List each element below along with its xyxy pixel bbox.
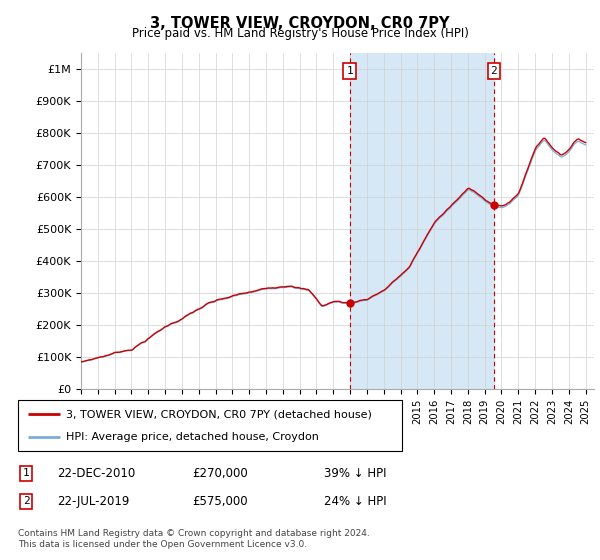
Text: 1: 1: [23, 468, 29, 478]
Text: £270,000: £270,000: [192, 466, 248, 480]
Text: 2: 2: [491, 66, 497, 76]
Text: 22-JUL-2019: 22-JUL-2019: [57, 494, 130, 508]
Text: £575,000: £575,000: [192, 494, 248, 508]
Text: HPI: Average price, detached house, Croydon: HPI: Average price, detached house, Croy…: [66, 432, 319, 442]
Text: 1: 1: [346, 66, 353, 76]
Text: 22-DEC-2010: 22-DEC-2010: [57, 466, 135, 480]
Text: 3, TOWER VIEW, CROYDON, CR0 7PY (detached house): 3, TOWER VIEW, CROYDON, CR0 7PY (detache…: [66, 409, 372, 419]
Text: 3, TOWER VIEW, CROYDON, CR0 7PY: 3, TOWER VIEW, CROYDON, CR0 7PY: [150, 16, 450, 31]
Text: 39% ↓ HPI: 39% ↓ HPI: [324, 466, 386, 480]
FancyBboxPatch shape: [18, 400, 402, 451]
Text: Contains HM Land Registry data © Crown copyright and database right 2024.
This d: Contains HM Land Registry data © Crown c…: [18, 529, 370, 549]
Text: 24% ↓ HPI: 24% ↓ HPI: [324, 494, 386, 508]
Text: 2: 2: [23, 496, 29, 506]
Text: Price paid vs. HM Land Registry's House Price Index (HPI): Price paid vs. HM Land Registry's House …: [131, 27, 469, 40]
